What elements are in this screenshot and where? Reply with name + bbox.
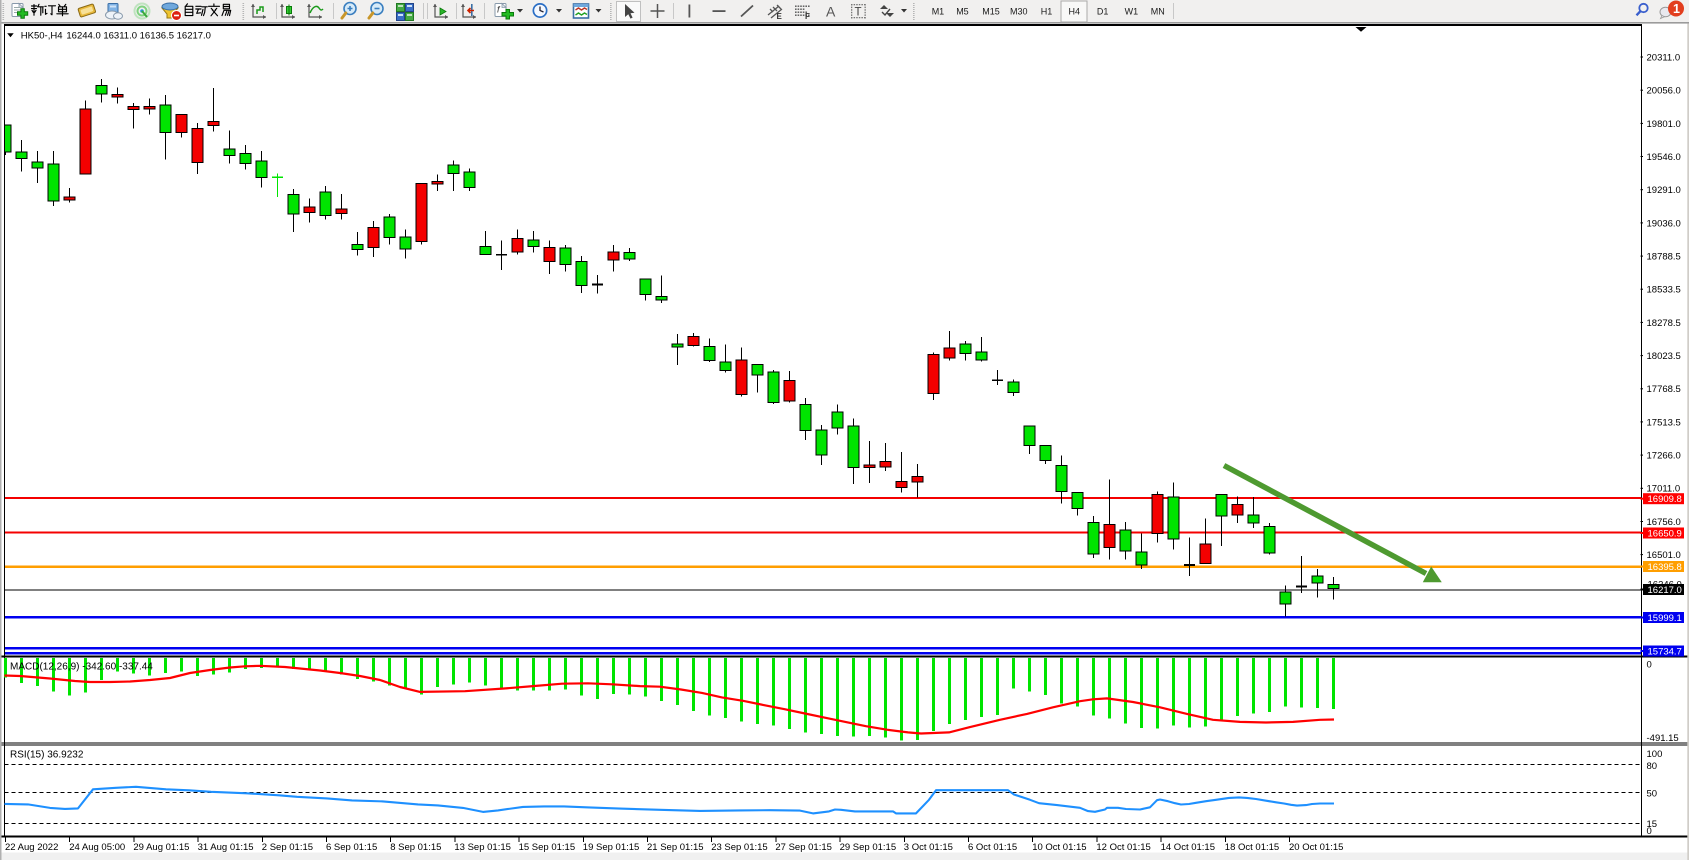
svg-text:A: A (826, 4, 836, 20)
svg-text:0: 0 (1647, 826, 1652, 837)
svg-text:HK50-,H4: HK50-,H4 (21, 30, 63, 41)
svg-text:10 Oct 01:15: 10 Oct 01:15 (1032, 842, 1086, 853)
svg-text:19801.0: 19801.0 (1647, 119, 1681, 130)
svg-text:3 Oct 01:15: 3 Oct 01:15 (904, 842, 953, 853)
svg-text:18278.5: 18278.5 (1647, 318, 1681, 329)
svg-text:H1: H1 (1041, 6, 1053, 16)
svg-text:18 Oct 01:15: 18 Oct 01:15 (1225, 842, 1279, 853)
svg-text:16650.9: 16650.9 (1648, 528, 1682, 539)
svg-text:19036.0: 19036.0 (1647, 218, 1681, 229)
svg-text:16909.8: 16909.8 (1648, 494, 1682, 505)
svg-text:MACD(12,26,9) -342.60 -337.44: MACD(12,26,9) -342.60 -337.44 (10, 661, 153, 672)
svg-text:15 Sep 01:15: 15 Sep 01:15 (519, 842, 576, 853)
svg-text:29 Aug 01:15: 29 Aug 01:15 (133, 842, 189, 853)
svg-text:F: F (805, 12, 810, 21)
svg-text:E: E (777, 12, 783, 21)
svg-text:M15: M15 (982, 6, 1000, 16)
svg-text:21 Sep 01:15: 21 Sep 01:15 (647, 842, 704, 853)
svg-text:20056.0: 20056.0 (1647, 86, 1681, 97)
svg-text:13 Sep 01:15: 13 Sep 01:15 (454, 842, 511, 853)
svg-text:22 Aug 2022: 22 Aug 2022 (5, 842, 58, 853)
svg-text:19546.0: 19546.0 (1647, 152, 1681, 163)
svg-text:0: 0 (1647, 660, 1652, 671)
svg-text:20 Oct 01:15: 20 Oct 01:15 (1289, 842, 1343, 853)
svg-text:W1: W1 (1125, 6, 1139, 16)
svg-text:1: 1 (1673, 2, 1680, 16)
svg-text:27 Sep 01:15: 27 Sep 01:15 (775, 842, 832, 853)
svg-text:D1: D1 (1097, 6, 1109, 16)
svg-text:-491.15: -491.15 (1647, 733, 1679, 744)
svg-text:16217.0: 16217.0 (1648, 585, 1682, 596)
svg-text:29 Sep 01:15: 29 Sep 01:15 (840, 842, 897, 853)
svg-text:16501.0: 16501.0 (1647, 550, 1681, 561)
svg-text:50: 50 (1647, 788, 1658, 799)
svg-text:31 Aug 01:15: 31 Aug 01:15 (198, 842, 254, 853)
svg-text:16756.0: 16756.0 (1647, 517, 1681, 528)
svg-text:23 Sep 01:15: 23 Sep 01:15 (711, 842, 768, 853)
svg-text:8 Sep 01:15: 8 Sep 01:15 (390, 842, 441, 853)
svg-text:M5: M5 (956, 6, 969, 16)
svg-text:18023.5: 18023.5 (1647, 351, 1681, 362)
svg-text:19 Sep 01:15: 19 Sep 01:15 (583, 842, 640, 853)
svg-text:MN: MN (1151, 6, 1165, 16)
svg-text:M30: M30 (1010, 6, 1028, 16)
svg-text:6 Oct 01:15: 6 Oct 01:15 (968, 842, 1017, 853)
svg-text:100: 100 (1647, 749, 1663, 760)
svg-text:18533.5: 18533.5 (1647, 285, 1681, 296)
svg-text:17266.0: 17266.0 (1647, 451, 1681, 462)
svg-text:20311.0: 20311.0 (1647, 52, 1681, 63)
svg-text:17768.5: 17768.5 (1647, 384, 1681, 395)
svg-text:16244.0 16311.0 16136.5 16217.: 16244.0 16311.0 16136.5 16217.0 (66, 30, 211, 41)
svg-text:17513.5: 17513.5 (1647, 417, 1681, 428)
svg-text:80: 80 (1647, 761, 1658, 772)
svg-text:15: 15 (1647, 819, 1658, 830)
svg-text:15999.1: 15999.1 (1648, 613, 1682, 624)
svg-text:f: f (497, 5, 501, 15)
svg-text:16395.8: 16395.8 (1648, 562, 1682, 573)
svg-text:RSI(15) 36.9232: RSI(15) 36.9232 (10, 750, 84, 761)
svg-text:T: T (855, 7, 862, 19)
svg-text:19291.0: 19291.0 (1647, 185, 1681, 196)
svg-text:24 Aug 05:00: 24 Aug 05:00 (69, 842, 125, 853)
svg-text:2 Sep 01:15: 2 Sep 01:15 (262, 842, 313, 853)
svg-text:12 Oct 01:15: 12 Oct 01:15 (1096, 842, 1150, 853)
svg-text:M1: M1 (932, 6, 945, 16)
svg-text:6 Sep 01:15: 6 Sep 01:15 (326, 842, 377, 853)
svg-text:15734.7: 15734.7 (1648, 646, 1682, 657)
svg-text:17011.0: 17011.0 (1647, 484, 1681, 495)
svg-text:14 Oct 01:15: 14 Oct 01:15 (1161, 842, 1215, 853)
svg-text:H4: H4 (1069, 6, 1081, 16)
svg-text:18788.5: 18788.5 (1647, 252, 1681, 263)
